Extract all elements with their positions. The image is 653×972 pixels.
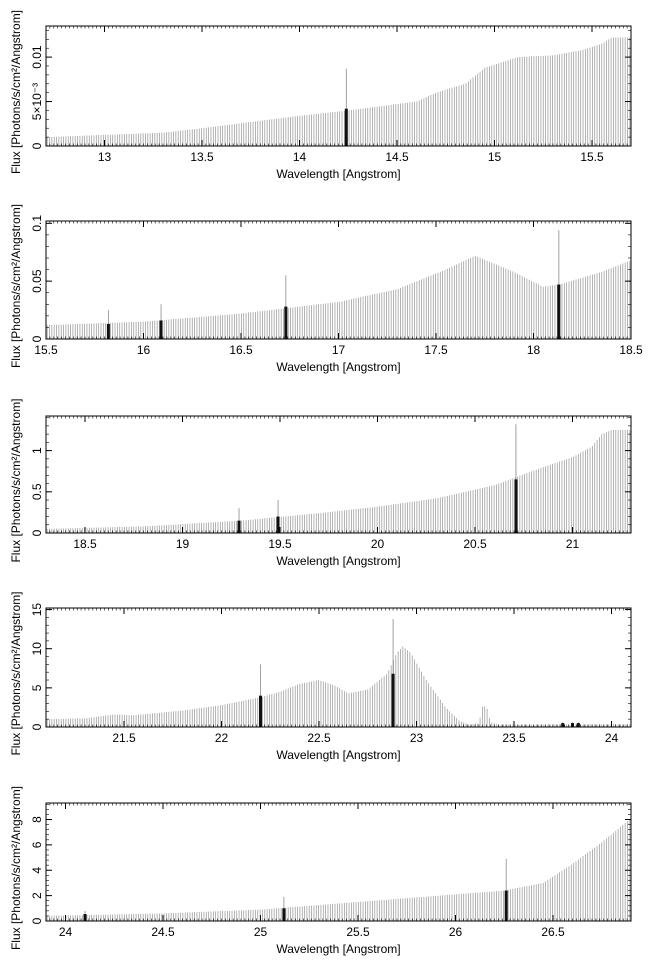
- x-axis-label: Wavelength [Angstrom]: [276, 748, 400, 762]
- y-tick-label: 0: [30, 723, 44, 730]
- y-tick-label: 0.05: [30, 269, 44, 293]
- y-tick-label: 1: [30, 447, 44, 454]
- y-tick-label: 4: [30, 867, 44, 874]
- x-tick-label: 21.5: [112, 731, 136, 745]
- x-tick-label: 15.5: [580, 150, 604, 164]
- continuum-bins: [46, 255, 631, 339]
- x-tick-label: 23: [410, 731, 424, 745]
- x-tick-label: 19: [176, 537, 190, 551]
- y-tick-label: 0: [30, 335, 44, 342]
- continuum-bins: [46, 819, 631, 921]
- x-tick-label: 25: [254, 925, 268, 939]
- y-axis-label: Flux [Photons/s/cm²/Angstrom]: [9, 10, 23, 174]
- x-axis-label: Wavelength [Angstrom]: [276, 360, 400, 374]
- x-tick-label: 16.5: [229, 343, 253, 357]
- x-tick-label: 14: [293, 150, 307, 164]
- x-tick-label: 20: [371, 537, 385, 551]
- y-tick-label: 5×10⁻³: [30, 83, 44, 120]
- spectrum-panel-3: 18.5 19 19.5 20 20.5 21 0 0.5 1 Wavelength [Angst…: [9, 398, 632, 568]
- y-tick-label: 8: [30, 816, 44, 823]
- line-bar-1: [259, 695, 262, 727]
- y-tick-label: 0: [30, 529, 44, 536]
- x-tick-label: 26.5: [541, 925, 565, 939]
- x-tick-label: 26: [449, 925, 463, 939]
- x-tick-label: 23.5: [502, 731, 526, 745]
- continuum-bins: [46, 37, 631, 146]
- line-bar-1: [237, 520, 241, 533]
- x-tick-label: 18.5: [619, 343, 643, 357]
- x-tick-label: 15.5: [34, 343, 58, 357]
- line-bar-1: [83, 914, 87, 921]
- y-axis-label: Flux [Photons/s/cm²/Angstrom]: [9, 786, 23, 950]
- x-tick-label: 15: [488, 150, 502, 164]
- x-tick-label: 22: [215, 731, 229, 745]
- line-bar-4: [557, 284, 561, 339]
- y-axis-label: Flux [Photons/s/cm²/Angstrom]: [9, 204, 23, 368]
- y-axis-label: Flux [Photons/s/cm²/Angstrom]: [9, 398, 23, 562]
- x-minor-ticks: [45, 803, 632, 921]
- line-bar-1: [106, 323, 110, 339]
- x-tick-label: 17.5: [424, 343, 448, 357]
- x-tick-label: 18: [527, 343, 541, 357]
- y-tick-label: 0.01: [30, 45, 44, 69]
- line-bar-3: [561, 723, 565, 727]
- x-tick-label: 14.5: [385, 150, 409, 164]
- x-tick-label: 17: [332, 343, 346, 357]
- x-tick-label: 24: [59, 925, 73, 939]
- x-tick-label: 19.5: [268, 537, 292, 551]
- continuum-bins: [46, 646, 631, 727]
- x-tick-label: 13.5: [190, 150, 214, 164]
- x-tick-label: 21: [566, 537, 580, 551]
- line-bar-1: [344, 108, 348, 146]
- x-tick-label: 20.5: [463, 537, 487, 551]
- x-tick-label: 25.5: [346, 925, 370, 939]
- y-tick-label: 10: [30, 642, 44, 656]
- continuum-bins: [46, 430, 631, 533]
- x-axis-label: Wavelength [Angstrom]: [276, 942, 400, 956]
- y-tick-label: 0.5: [30, 483, 44, 500]
- x-axis-label: Wavelength [Angstrom]: [276, 554, 400, 568]
- y-axis-label: Flux [Photons/s/cm²/Angstrom]: [9, 591, 23, 755]
- y-tick-label: 0: [30, 142, 44, 149]
- line-bar-2: [391, 673, 395, 727]
- y-tick-label: 0: [30, 917, 44, 924]
- x-tick-label: 18.5: [73, 537, 97, 551]
- line-bar-3: [504, 890, 508, 921]
- line-bar-2: [276, 516, 280, 533]
- y-tick-label: 6: [30, 841, 44, 848]
- plot-frame: [45, 607, 632, 728]
- x-tick-label: 22.5: [307, 731, 331, 745]
- x-minor-ticks: [45, 608, 632, 727]
- x-tick-label: 13: [98, 150, 112, 164]
- y-tick-label: 2: [30, 892, 44, 899]
- line-bar-5: [576, 723, 580, 727]
- spectrum-panel-4: 21.5 22 22.5 23 23.5 24 0 5 10 15 Wavelength [Angs…: [9, 591, 632, 762]
- line-bar-2: [282, 908, 286, 921]
- y-tick-label: 5: [30, 684, 44, 691]
- x-tick-label: 24: [605, 731, 619, 745]
- spectrum-panel-1: 13 13.5 14 14.5 15 15.5 0 5×10⁻³ 0.01 Wavelength …: [9, 10, 632, 181]
- x-tick-label: 16: [137, 343, 151, 357]
- y-tick-label: 0.1: [30, 215, 44, 232]
- line-bar-2: [159, 320, 163, 339]
- x-axis-label: Wavelength [Angstrom]: [276, 167, 400, 181]
- line-bar-3: [514, 479, 518, 533]
- x-tick-label: 24.5: [151, 925, 175, 939]
- spectrum-panel-2: 15.5 16 16.5 17 17.5 18 18.5 0 0.05 0.1 Wavelength…: [9, 204, 643, 374]
- line-bar-3: [284, 306, 288, 339]
- y-tick-label: 15: [30, 603, 44, 617]
- x-minor-ticks: [45, 416, 632, 533]
